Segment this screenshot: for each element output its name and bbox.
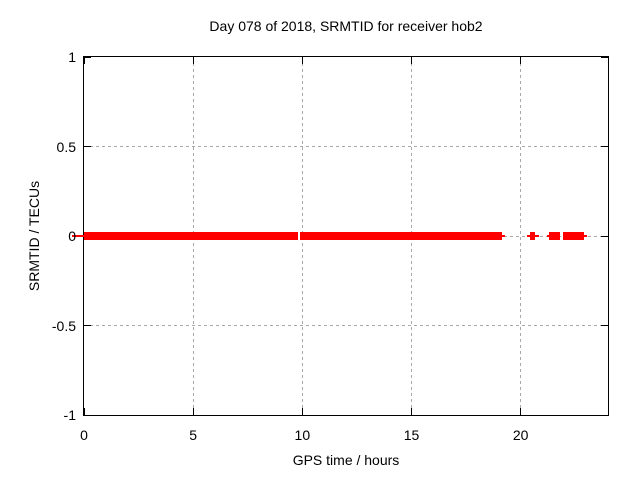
data-segment (84, 232, 299, 240)
data-segment (530, 232, 536, 240)
x-tick-label: 10 (294, 427, 311, 443)
x-tick-mark (520, 57, 522, 64)
data-whisker (546, 235, 550, 237)
plot-area (72, 56, 609, 416)
x-tick-mark (411, 57, 412, 64)
x-tick-mark (301, 57, 303, 64)
data-segment (549, 232, 560, 240)
x-tick-mark (83, 408, 85, 415)
data-whisker (502, 235, 506, 237)
x-tick-label: 20 (512, 427, 529, 443)
x-tick-label: 15 (403, 427, 420, 443)
y-gridline (84, 325, 608, 326)
x-tick-mark (83, 57, 85, 64)
x-tick-mark (192, 408, 194, 415)
x-tick-label: 0 (80, 427, 88, 443)
y-gridline (84, 146, 608, 147)
y-tick-mark (84, 414, 91, 416)
y-tick-label: 0 (68, 228, 76, 244)
y-tick-mark (601, 235, 608, 237)
y-tick-mark (84, 146, 91, 147)
y-tick-mark (601, 325, 608, 326)
y-tick-label: -1 (63, 407, 76, 423)
y-tick-mark (601, 146, 608, 147)
y-tick-mark (84, 56, 91, 58)
x-tick-mark (520, 408, 522, 415)
x-axis-label: GPS time / hours (292, 452, 400, 468)
y-tick-mark (601, 414, 608, 416)
data-whisker (72, 235, 84, 237)
y-tick-mark (601, 56, 608, 58)
y-tick-label: 1 (68, 49, 76, 65)
y-tick-label: 0.5 (56, 138, 76, 155)
y-tick-label: -0.5 (51, 317, 76, 334)
data-segment (562, 232, 584, 240)
data-segment (299, 232, 503, 240)
data-whisker (583, 235, 587, 237)
x-tick-mark (192, 57, 194, 64)
x-tick-mark (301, 408, 303, 415)
chart-title: Day 078 of 2018, SRMTID for receiver hob… (209, 18, 483, 34)
x-tick-mark (411, 408, 412, 415)
y-tick-mark (84, 325, 91, 326)
x-tick-label: 5 (189, 427, 198, 443)
